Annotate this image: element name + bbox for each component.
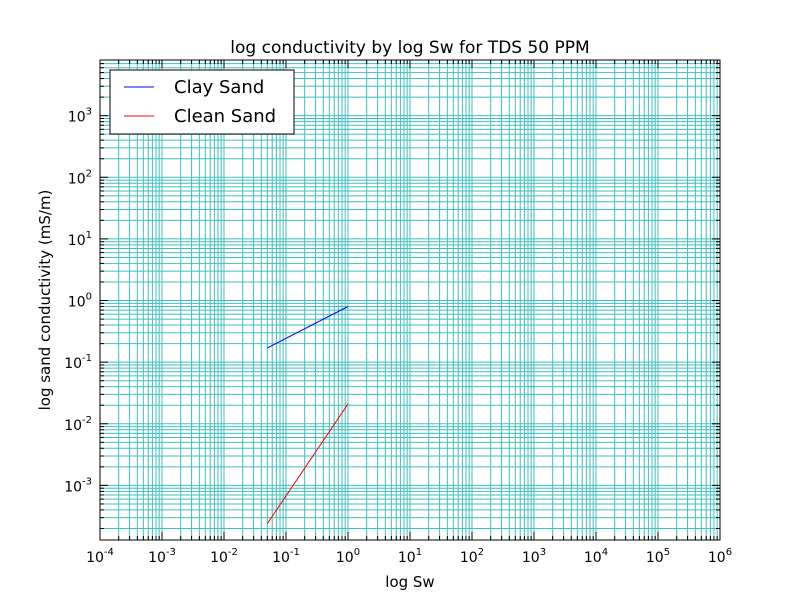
y-tick-label: 103 bbox=[68, 107, 92, 126]
series-line-clean-sand bbox=[266, 403, 349, 524]
y-tick-label-base: 10 bbox=[64, 356, 82, 372]
y-axis-label: log sand conductivity (mS/m) bbox=[36, 190, 54, 411]
x-tick-label-exponent: 0 bbox=[354, 547, 360, 558]
y-tick-label-base: 10 bbox=[68, 171, 86, 187]
series-layer bbox=[266, 306, 349, 524]
y-tick-label-base: 10 bbox=[68, 233, 86, 249]
x-tick-label-exponent: 1 bbox=[416, 547, 422, 558]
legend-label-clean-sand: Clean Sand bbox=[174, 106, 276, 127]
x-tick-label: 10-4 bbox=[86, 547, 114, 566]
y-tick-label-exponent: -1 bbox=[82, 353, 92, 364]
x-tick-label-exponent: 2 bbox=[478, 547, 484, 558]
x-tick-label-base: 10 bbox=[398, 550, 416, 566]
y-tick-label-exponent: 2 bbox=[86, 168, 92, 179]
y-tick-label: 10-2 bbox=[64, 415, 92, 434]
x-tick-label-base: 10 bbox=[336, 550, 354, 566]
x-axis-label: log Sw bbox=[385, 573, 434, 591]
x-tick-label: 10-2 bbox=[210, 547, 238, 566]
series-line-clay-sand bbox=[267, 306, 349, 349]
y-tick-label-exponent: -2 bbox=[82, 415, 92, 426]
x-tick-labels: 10-4 10-3 10-2 10-1 100 101 102 103 104 105 106 bbox=[86, 547, 732, 566]
legend-label-clay-sand: Clay Sand bbox=[174, 77, 264, 98]
x-tick-label-exponent: -3 bbox=[166, 547, 176, 558]
x-tick-label: 104 bbox=[584, 547, 608, 566]
y-tick-label: 10-3 bbox=[64, 476, 92, 495]
x-tick-label-exponent: 6 bbox=[726, 547, 732, 558]
y-tick-label: 101 bbox=[68, 230, 92, 249]
y-tick-label: 100 bbox=[68, 292, 92, 311]
x-tick-label: 10-1 bbox=[272, 547, 300, 566]
y-tick-label: 10-1 bbox=[64, 353, 92, 372]
x-tick-label: 106 bbox=[708, 547, 732, 566]
y-tick-label-exponent: 3 bbox=[86, 107, 92, 118]
y-tick-label-base: 10 bbox=[68, 110, 86, 126]
x-tick-label: 101 bbox=[398, 547, 422, 566]
y-tick-label-base: 10 bbox=[68, 295, 86, 311]
grid-layer bbox=[99, 59, 721, 540]
x-tick-label-base: 10 bbox=[272, 550, 290, 566]
y-tick-label-base: 10 bbox=[64, 418, 82, 434]
x-tick-label-base: 10 bbox=[708, 550, 726, 566]
y-tick-label-base: 10 bbox=[64, 479, 82, 495]
tick-layer bbox=[99, 59, 721, 540]
x-tick-label-base: 10 bbox=[646, 550, 664, 566]
y-tick-label-exponent: -3 bbox=[82, 476, 92, 487]
x-tick-label: 103 bbox=[522, 547, 546, 566]
x-tick-label-exponent: 4 bbox=[602, 547, 608, 558]
y-tick-label-exponent: 0 bbox=[86, 292, 92, 303]
x-tick-label-exponent: 5 bbox=[664, 547, 670, 558]
x-tick-label-base: 10 bbox=[86, 550, 104, 566]
y-tick-label: 102 bbox=[68, 168, 92, 187]
x-tick-label-base: 10 bbox=[148, 550, 166, 566]
x-tick-label-exponent: -4 bbox=[104, 547, 114, 558]
x-tick-label-base: 10 bbox=[584, 550, 602, 566]
y-tick-label-exponent: 1 bbox=[86, 230, 92, 241]
x-tick-label-exponent: 3 bbox=[540, 547, 546, 558]
x-tick-label: 102 bbox=[460, 547, 484, 566]
legend: Clay Sand Clean Sand bbox=[109, 69, 295, 135]
x-tick-label: 10-3 bbox=[148, 547, 176, 566]
x-tick-label-exponent: -2 bbox=[228, 547, 238, 558]
x-tick-label-base: 10 bbox=[210, 550, 228, 566]
x-tick-label: 105 bbox=[646, 547, 670, 566]
x-tick-label-exponent: -1 bbox=[290, 547, 300, 558]
legend-box bbox=[109, 69, 295, 135]
x-tick-label-base: 10 bbox=[522, 550, 540, 566]
x-tick-label-base: 10 bbox=[460, 550, 478, 566]
chart-title: log conductivity by log Sw for TDS 50 PP… bbox=[230, 38, 589, 58]
x-tick-label: 100 bbox=[336, 547, 360, 566]
